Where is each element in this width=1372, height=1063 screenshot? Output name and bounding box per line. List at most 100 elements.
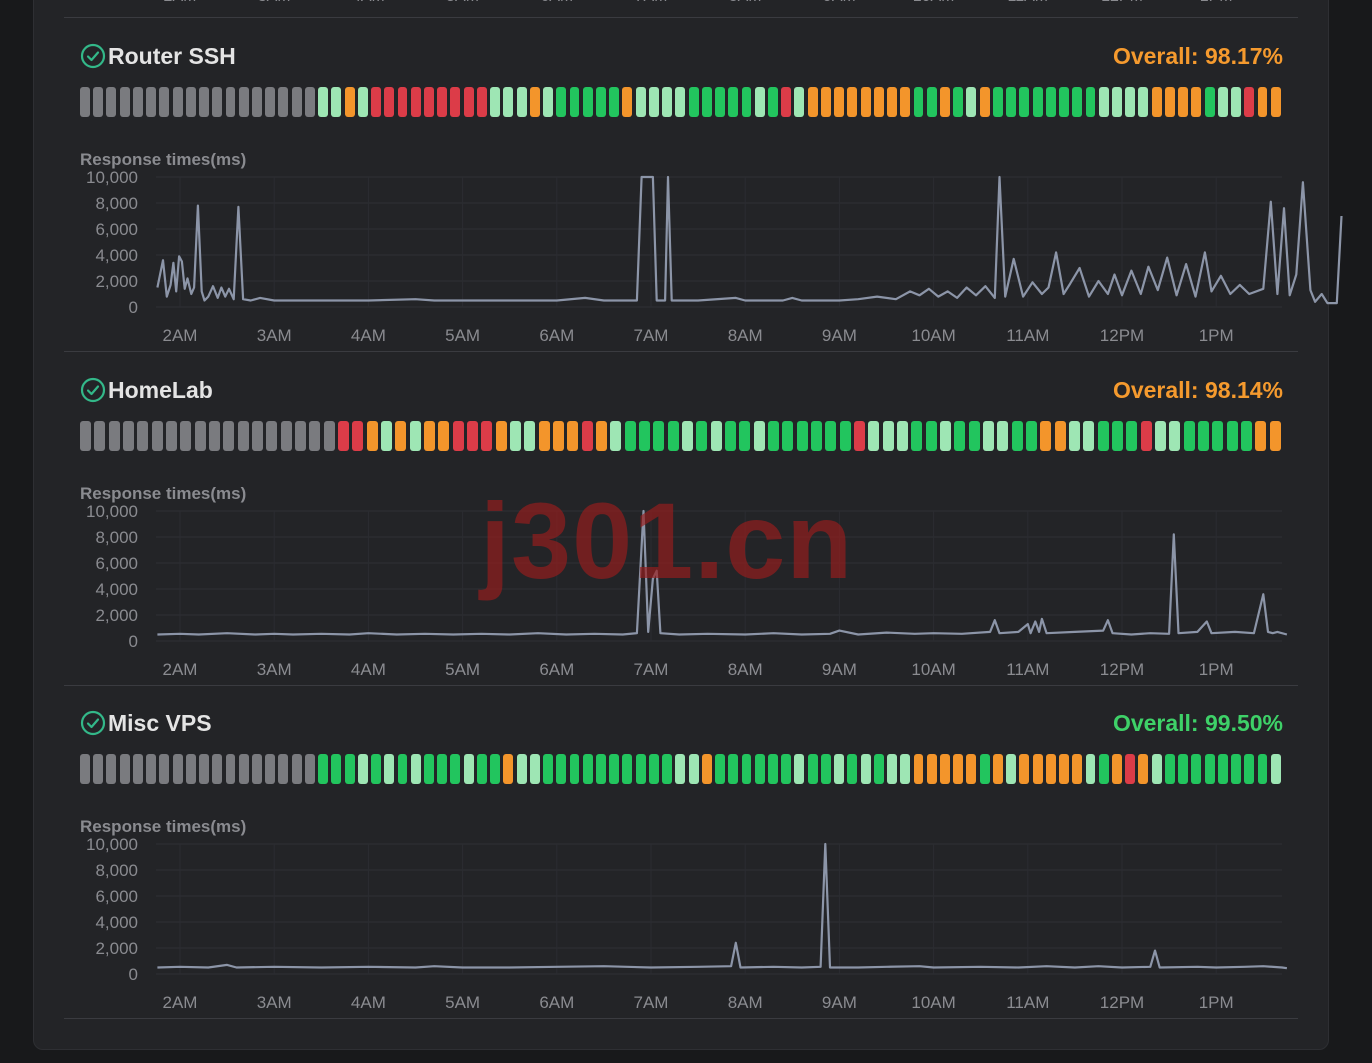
status-bar[interactable] <box>209 421 221 451</box>
status-bar[interactable] <box>357 754 368 784</box>
status-bar[interactable] <box>753 421 765 451</box>
status-bar[interactable] <box>662 754 673 784</box>
status-bar[interactable] <box>278 754 289 784</box>
status-bar[interactable] <box>172 754 183 784</box>
status-bar[interactable] <box>781 754 792 784</box>
status-bar[interactable] <box>503 754 514 784</box>
status-bar[interactable] <box>675 87 686 117</box>
status-bar[interactable] <box>834 87 845 117</box>
status-bar[interactable] <box>344 754 355 784</box>
status-bar[interactable] <box>1098 87 1109 117</box>
status-bar[interactable] <box>223 421 235 451</box>
status-bar[interactable] <box>639 421 651 451</box>
status-bar[interactable] <box>238 87 249 117</box>
status-bar[interactable] <box>225 87 236 117</box>
status-bar[interactable] <box>516 87 527 117</box>
status-bar[interactable] <box>596 87 606 117</box>
status-bar[interactable] <box>516 754 527 784</box>
status-bar[interactable] <box>1191 754 1202 784</box>
status-bar[interactable] <box>913 87 924 117</box>
status-bar[interactable] <box>1169 421 1181 451</box>
status-bar[interactable] <box>556 87 567 117</box>
status-bar[interactable] <box>137 421 149 451</box>
status-bar[interactable] <box>1244 87 1255 117</box>
status-bar[interactable] <box>331 754 342 784</box>
status-bar[interactable] <box>108 421 120 451</box>
status-bar[interactable] <box>132 754 143 784</box>
status-bar[interactable] <box>344 87 355 117</box>
status-bar[interactable] <box>553 421 565 451</box>
status-bar[interactable] <box>1241 421 1253 451</box>
status-bar[interactable] <box>265 87 276 117</box>
status-bar[interactable] <box>1112 754 1122 784</box>
status-bar[interactable] <box>476 87 487 117</box>
status-bar[interactable] <box>438 421 450 451</box>
status-bar[interactable] <box>280 421 292 451</box>
status-bar[interactable] <box>968 421 980 451</box>
status-bar[interactable] <box>529 87 540 117</box>
status-bar[interactable] <box>424 754 434 784</box>
status-bar[interactable] <box>304 87 315 117</box>
status-bar[interactable] <box>582 87 593 117</box>
status-bar[interactable] <box>569 87 580 117</box>
status-bar[interactable] <box>728 754 739 784</box>
status-bar[interactable] <box>146 87 157 117</box>
status-bar[interactable] <box>409 421 421 451</box>
status-bar[interactable] <box>900 87 911 117</box>
status-bar[interactable] <box>238 754 249 784</box>
status-bar[interactable] <box>395 421 407 451</box>
status-bar[interactable] <box>252 754 262 784</box>
status-bar[interactable] <box>1019 87 1030 117</box>
status-bar[interactable] <box>384 87 395 117</box>
monitor-name[interactable]: Misc VPS <box>108 709 212 736</box>
status-bar[interactable] <box>873 754 884 784</box>
status-bar[interactable] <box>1183 421 1195 451</box>
status-bar[interactable] <box>318 754 329 784</box>
status-bar[interactable] <box>741 87 752 117</box>
status-bar[interactable] <box>309 421 321 451</box>
status-bar[interactable] <box>132 87 143 117</box>
status-bar[interactable] <box>868 421 880 451</box>
status-bar[interactable] <box>897 421 909 451</box>
status-bar[interactable] <box>1069 421 1081 451</box>
status-bar[interactable] <box>834 754 845 784</box>
status-bar[interactable] <box>495 421 507 451</box>
status-bar[interactable] <box>1204 754 1215 784</box>
status-bar[interactable] <box>940 421 952 451</box>
status-bar[interactable] <box>940 87 950 117</box>
status-bar[interactable] <box>667 421 679 451</box>
status-bar[interactable] <box>768 754 778 784</box>
status-bar[interactable] <box>424 87 434 117</box>
status-bar[interactable] <box>648 754 659 784</box>
status-bar[interactable] <box>1257 754 1268 784</box>
status-bar[interactable] <box>151 421 163 451</box>
status-bar[interactable] <box>146 754 157 784</box>
status-bar[interactable] <box>739 421 751 451</box>
status-bar[interactable] <box>463 87 474 117</box>
status-bar[interactable] <box>754 87 765 117</box>
status-bar[interactable] <box>911 421 923 451</box>
status-bar[interactable] <box>93 87 104 117</box>
status-bar[interactable] <box>648 87 659 117</box>
status-bar[interactable] <box>1054 421 1066 451</box>
status-bar[interactable] <box>1059 754 1069 784</box>
status-bar[interactable] <box>481 421 493 451</box>
status-bar[interactable] <box>839 421 851 451</box>
status-bar[interactable] <box>622 87 633 117</box>
status-bar[interactable] <box>768 421 780 451</box>
status-bar[interactable] <box>450 87 461 117</box>
status-bar[interactable] <box>212 87 223 117</box>
status-bar[interactable] <box>596 754 606 784</box>
status-bar[interactable] <box>1198 421 1210 451</box>
status-bar[interactable] <box>185 754 196 784</box>
status-bar[interactable] <box>1011 421 1023 451</box>
status-bar[interactable] <box>1138 87 1149 117</box>
status-bar[interactable] <box>820 754 831 784</box>
status-bar[interactable] <box>1059 87 1069 117</box>
status-bar[interactable] <box>1140 421 1152 451</box>
status-bar[interactable] <box>172 87 183 117</box>
status-bar[interactable] <box>979 87 990 117</box>
status-bar[interactable] <box>794 754 805 784</box>
status-bar[interactable] <box>381 421 393 451</box>
status-bar[interactable] <box>452 421 464 451</box>
